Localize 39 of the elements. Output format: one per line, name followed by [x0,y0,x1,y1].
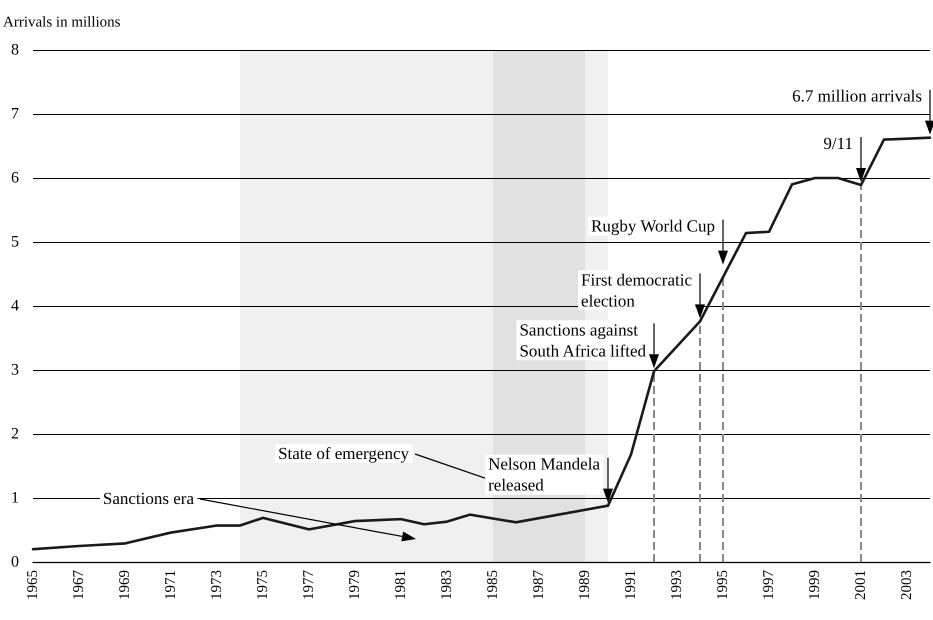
y-tick-label: 8 [11,42,19,58]
annotation: 6.7 million arrivals [792,86,922,106]
x-tick-label: 1965 [25,570,41,600]
x-tick-label: 1977 [301,570,317,600]
band-label: Sanctions era [102,489,194,508]
y-tick-label: 6 [11,170,19,186]
x-tick-label: 1967 [71,570,87,600]
y-tick-label: 4 [11,298,19,314]
y-tick-label: 5 [11,234,19,250]
x-tick-label: 1989 [577,570,593,600]
band-label: State of emergency [278,444,410,463]
annotation: Nelson Mandela released [488,454,600,495]
x-tick-label: 1983 [439,570,455,600]
x-tick-label: 1971 [163,570,179,600]
y-tick-label: 1 [11,490,19,506]
x-tick-label: 1993 [669,570,685,600]
annotation: 9/11 [823,134,853,154]
x-tick-label: 1973 [209,570,225,600]
x-tick-label: 1979 [347,570,363,600]
annotation: First democratic election [581,270,692,310]
y-tick-label: 2 [11,426,19,442]
y-tick-label: 3 [11,362,19,378]
y-axis-title: Arrivals in millions [3,14,121,30]
x-tick-label: 1997 [761,570,777,600]
line-series [32,136,932,550]
y-tick-label: 7 [11,106,19,122]
x-tick-label: 2003 [899,570,915,600]
x-tick-label: 1995 [715,570,731,600]
annotation: Rugby World Cup [591,216,715,236]
annotation: Sanctions against South Africa lifted [519,320,646,360]
x-tick-label: 1987 [531,570,547,600]
x-tick-label: 1991 [623,570,639,600]
x-tick-label: 2001 [853,570,869,600]
x-tick-label: 1969 [117,570,133,600]
y-tick-label: 0 [11,554,19,570]
x-tick-label: 1975 [255,570,271,600]
x-tick-label: 1999 [807,570,823,600]
x-tick-label: 1981 [393,570,409,600]
x-tick-label: 1985 [485,570,501,600]
